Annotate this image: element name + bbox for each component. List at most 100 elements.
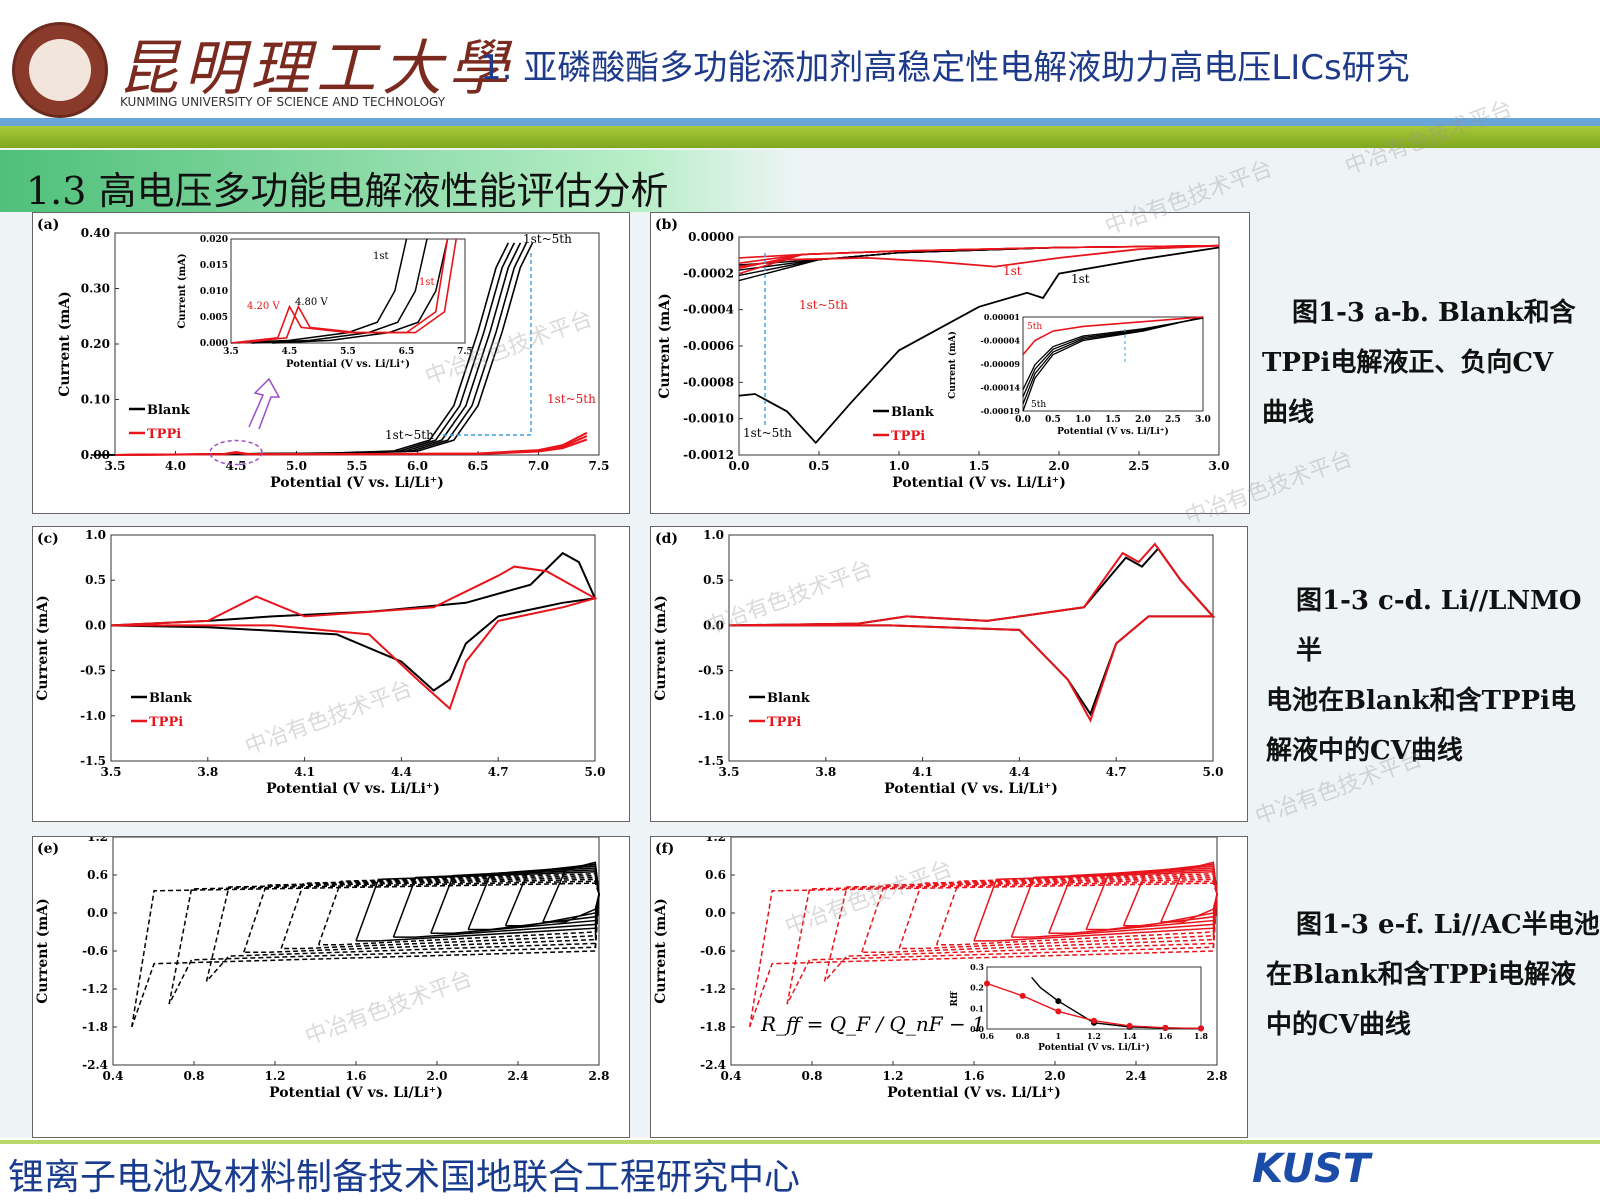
- cv-loop: [935, 872, 1218, 946]
- inset-x-tick-label: 0.5: [1045, 415, 1061, 425]
- x-tick-label: 2.0: [427, 1069, 448, 1083]
- inset-y-axis-label: Current (mA): [947, 331, 958, 399]
- cv-loop: [317, 872, 600, 946]
- y-tick-label: -0.0012: [683, 448, 734, 462]
- footer-divider: [0, 1140, 1600, 1144]
- y-tick-label: -0.6: [82, 944, 108, 958]
- x-tick-label: 2.4: [1126, 1069, 1147, 1083]
- footer-text: 锂离子电池及材料制备技术国地联合工程研究中心: [8, 1157, 801, 1198]
- y-axis-label: Current (mA): [657, 293, 673, 398]
- y-tick-label: -0.5: [698, 664, 724, 678]
- x-tick-label: 0.0: [729, 459, 750, 473]
- inset-series-tppi: [230, 238, 449, 344]
- panel-label: (a): [37, 217, 59, 233]
- inset-y-tick-label: -0.00019: [980, 406, 1020, 416]
- inset-frame: [230, 238, 466, 344]
- y-tick-label: -1.0: [698, 709, 724, 723]
- y-tick-label: 0.0: [87, 906, 108, 920]
- cv-loop: [205, 878, 600, 982]
- cv-loop: [542, 861, 600, 923]
- x-tick-label: 0.8: [802, 1069, 823, 1083]
- panel-label: (f): [655, 841, 674, 857]
- inset-y-tick-label: 0.010: [200, 287, 228, 297]
- y-axis-label: Current (mA): [35, 898, 51, 1003]
- annotation-arrow: [443, 251, 532, 436]
- y-axis-label: Current (mA): [653, 898, 669, 1003]
- inset-frame: [1022, 316, 1204, 412]
- inset-point-tppi: [1019, 992, 1026, 999]
- inset-y-axis-label: Current (mA): [177, 253, 188, 328]
- y-tick-label: -0.0008: [683, 375, 734, 389]
- x-tick-label: 0.5: [809, 459, 830, 473]
- series-tppi-line: [738, 244, 1220, 259]
- inset-y-tick-label: 0.1: [970, 1003, 984, 1013]
- inset-y-tick-label: 0.015: [200, 261, 228, 271]
- inset-annotation: 1st: [419, 277, 435, 288]
- inset-series-blank: [271, 238, 449, 344]
- inset-y-tick-label: 0.2: [970, 983, 984, 993]
- x-tick-label: 6.5: [468, 459, 489, 473]
- cv-loop: [1160, 861, 1218, 923]
- inset-annotation: 5th: [1031, 400, 1046, 410]
- series-tppi-line: [110, 565, 598, 711]
- x-tick-label: 4.4: [391, 765, 412, 779]
- x-axis-label: Potential (V vs. Li/Li⁺): [266, 781, 440, 797]
- inset-y-tick-label: -0.00014: [980, 383, 1020, 393]
- x-tick-label: 1.5: [969, 459, 990, 473]
- inset-series-blank: [251, 238, 428, 344]
- inset-y-tick-label: 0.00001: [984, 312, 1020, 322]
- section-title: 1.3 高电压多功能电解液性能评估分析: [26, 169, 669, 213]
- slide-title: 1. 亚磷酸酯多功能添加剂高稳定性电解液助力高电压LICs研究: [480, 48, 1410, 88]
- caption-ef: 图1-3 e-f. Li//AC半电池 在Blank和含TPPi电解液 中的CV…: [1266, 900, 1600, 1050]
- x-axis-label: Potential (V vs. Li/Li⁺): [884, 781, 1058, 797]
- caption-line: 图1-3 e-f. Li//AC半电池: [1296, 910, 1600, 940]
- y-tick-label: -0.6: [700, 944, 726, 958]
- inset-x-tick-label: 1.8: [1194, 1031, 1208, 1041]
- inset-point-tppi: [1198, 1025, 1204, 1032]
- cv-loop: [748, 882, 1218, 1028]
- header: 昆明理工大學 KUNMING UNIVERSITY OF SCIENCE AND…: [0, 0, 1600, 118]
- chart-b: (b) 0.0 0.5 1.0 1.5 2.0 2.5 3.0 0.0000 -0.0002 -0.…: [650, 212, 1250, 514]
- legend-label-tppi: TPPi: [147, 427, 181, 442]
- x-tick-label: 4.1: [294, 765, 315, 779]
- x-tick-label: 1.6: [346, 1069, 367, 1083]
- x-tick-label: 4.4: [1009, 765, 1030, 779]
- y-tick-label: -0.5: [80, 664, 106, 678]
- y-axis-label: Current (mA): [35, 595, 51, 700]
- y-tick-label: -1.5: [698, 754, 724, 768]
- chart-d: (d) 3.5 3.8 4.1 4.4 4.7 5.0 1.0 0.5 0.0 -0.5 -1.0 -1…: [650, 526, 1248, 822]
- series-tppi-line: [738, 244, 1220, 268]
- y-tick-label: 1.2: [87, 837, 108, 844]
- series-tppi-line: [114, 438, 588, 456]
- x-tick-label: 5.0: [1203, 765, 1224, 779]
- inset-annotation: 5th: [1027, 322, 1042, 332]
- university-logo: [12, 22, 108, 118]
- legend-label-tppi: TPPi: [767, 715, 801, 730]
- annotation-label: 1st~5th: [799, 298, 848, 312]
- inset-x-axis-label: Potential (V vs. Li/Li⁺): [1038, 1042, 1150, 1053]
- inset-x-tick-label: 1: [1056, 1031, 1062, 1041]
- inset-x-tick-label: 1.4: [1123, 1031, 1137, 1041]
- footer: [0, 1138, 1600, 1199]
- series-tppi-line: [728, 542, 1216, 723]
- caption-line: 图1-3 a-b. Blank和含: [1292, 298, 1576, 328]
- caption-line: 图1-3 c-d. Li//LNMO半: [1296, 586, 1582, 666]
- inset-point-tppi: [1126, 1022, 1133, 1029]
- inset-x-tick-label: 7.5: [457, 347, 473, 357]
- x-axis-label: Potential (V vs. Li/Li⁺): [892, 475, 1066, 491]
- x-tick-label: 5.0: [286, 459, 307, 473]
- y-tick-label: -0.0004: [683, 303, 734, 317]
- chart-f: (f) 0.4 0.8 1.2 1.6 2.0 2.4 2.8 1.2 0.6 0.0 -0.6 -1.…: [650, 836, 1248, 1138]
- x-axis-label: Potential (V vs. Li/Li⁺): [270, 475, 444, 491]
- cv-loop: [168, 880, 600, 1005]
- inset-x-axis-label: Potential (V vs. Li/Li⁺): [286, 359, 410, 370]
- inset-annotation: 4.20 V: [247, 301, 280, 312]
- y-tick-label: -1.8: [82, 1020, 108, 1034]
- annotation-label: 1st~5th: [547, 392, 596, 406]
- x-tick-label: 7.5: [589, 459, 610, 473]
- annotation-label: 1st: [1003, 264, 1022, 278]
- x-tick-label: 3.8: [815, 765, 836, 779]
- inset-series-tppi: [239, 238, 457, 344]
- x-tick-label: 0.4: [721, 1069, 742, 1083]
- inset-x-tick-label: 6.5: [399, 347, 415, 357]
